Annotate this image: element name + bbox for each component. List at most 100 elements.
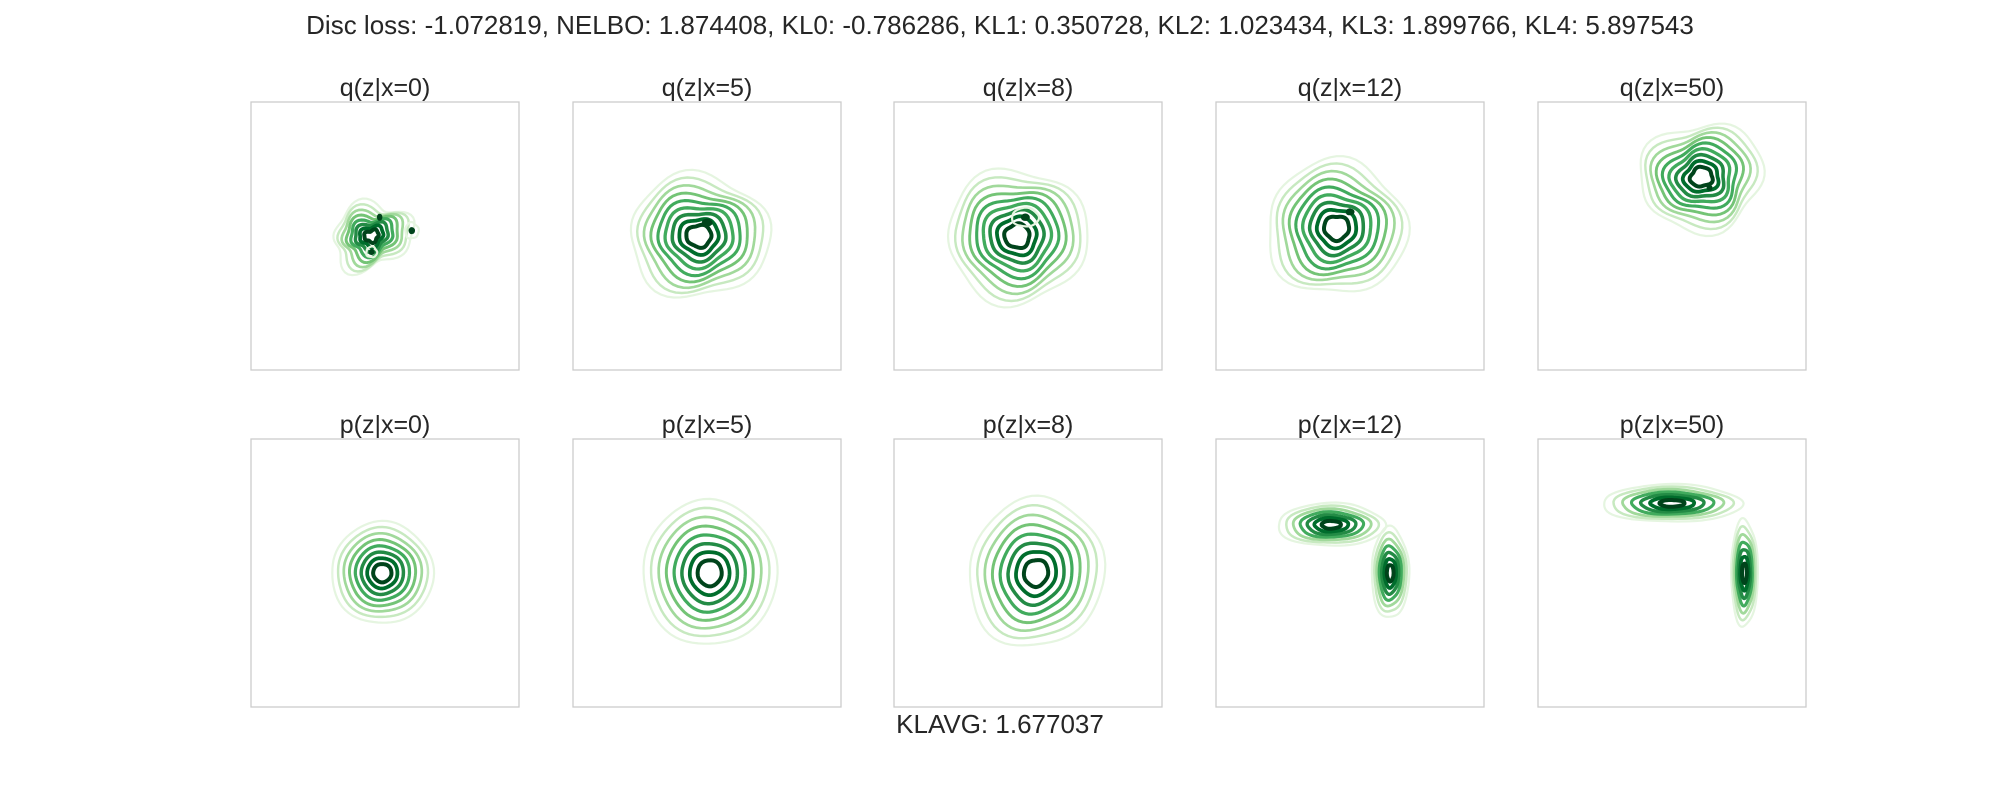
contour-0-5 <box>981 201 1054 273</box>
contour-0-0 <box>332 197 416 277</box>
contour-0-5 <box>1648 495 1697 512</box>
contour-1-6 <box>1384 563 1396 584</box>
contour-0-0 <box>1603 482 1745 523</box>
contour-1-4 <box>1379 550 1401 596</box>
panel-frame <box>893 438 1163 708</box>
contour-0-6 <box>365 556 400 591</box>
contour-0-5 <box>1006 541 1066 608</box>
contour-1-1 <box>368 249 375 255</box>
panel-title: q(z|x=8) <box>983 74 1074 102</box>
contour-2-1 <box>408 227 415 235</box>
panel-q-4: q(z|x=50) <box>1537 74 1807 371</box>
contour-0-0 <box>1269 155 1411 293</box>
contour-0-0 <box>968 494 1107 647</box>
contour-0-0 <box>1639 122 1766 238</box>
contour-0-7 <box>695 558 724 589</box>
contour-1-1 <box>1373 531 1408 613</box>
contour-0-0 <box>1277 501 1388 547</box>
contour-0-3 <box>990 523 1082 625</box>
contour-0-6 <box>1657 498 1687 509</box>
contour-1-0 <box>365 245 379 259</box>
contour-0-3 <box>348 538 418 608</box>
panel-frame <box>1215 101 1485 371</box>
panel-title: p(z|x=50) <box>1620 411 1724 439</box>
contour-1-0 <box>1729 516 1760 628</box>
contour-0-6 <box>687 550 732 597</box>
contour-0-7 <box>1680 158 1721 194</box>
contour-0-5 <box>663 206 735 271</box>
contour-0-0 <box>642 497 779 645</box>
contour-0-4 <box>656 199 742 278</box>
contour-0-6 <box>358 223 386 250</box>
contour-0-6 <box>1014 550 1058 599</box>
panel-title: p(z|x=0) <box>340 411 431 439</box>
panel-q-3: q(z|x=12) <box>1215 74 1485 371</box>
contour-0-2 <box>1621 487 1726 518</box>
contour-0-4 <box>353 544 412 602</box>
contour-0-0 <box>629 168 773 299</box>
contour-0-4 <box>1305 513 1358 537</box>
contour-0-1 <box>1285 504 1381 544</box>
panel-title: p(z|x=8) <box>983 411 1074 439</box>
panel-title: q(z|x=0) <box>340 74 431 102</box>
contour-0-2 <box>657 515 763 630</box>
contour-0-1 <box>635 176 765 295</box>
panel-p-2: p(z|x=8) <box>893 411 1163 708</box>
contour-0-3 <box>968 191 1068 288</box>
contour-0-6 <box>1307 200 1366 258</box>
contour-0-2 <box>642 184 757 290</box>
contour-0-4 <box>975 196 1061 281</box>
contour-0-2 <box>1281 169 1396 282</box>
contour-0-1 <box>976 503 1099 640</box>
panel-frame <box>572 438 842 708</box>
contour-0-7 <box>362 227 381 245</box>
contour-0-0 <box>946 167 1089 309</box>
contour-0-6 <box>988 207 1046 265</box>
panel-p-4: p(z|x=50) <box>1537 411 1807 708</box>
panel-title: p(z|x=12) <box>1298 411 1402 439</box>
contour-1-0 <box>1706 184 1713 191</box>
contour-0-5 <box>1312 516 1351 534</box>
contour-0-5 <box>353 220 390 255</box>
panel-p-3: p(z|x=12) <box>1215 411 1485 708</box>
panel-q-0: q(z|x=0) <box>250 74 520 371</box>
contour-0-4 <box>1638 493 1706 514</box>
panel-frame <box>1537 438 1807 708</box>
contour-1-0 <box>1010 206 1041 228</box>
panel-title: q(z|x=12) <box>1298 74 1402 102</box>
contour-0-7 <box>371 562 394 585</box>
contour-0-3 <box>1287 177 1388 277</box>
panel-frame <box>1537 101 1807 371</box>
contour-0-1 <box>336 525 430 619</box>
contour-0-5 <box>1667 147 1732 204</box>
contour-0-4 <box>1294 185 1381 271</box>
contour-0-1 <box>1644 126 1759 231</box>
contour-0-1 <box>336 203 410 273</box>
panel-p-0: p(z|x=0) <box>250 411 520 708</box>
contour-1-1 <box>1731 525 1758 622</box>
contour-1-0 <box>1370 524 1411 618</box>
contour-0-4 <box>1660 141 1739 210</box>
contour-1-2 <box>1733 533 1756 615</box>
panel-frame <box>1215 438 1485 708</box>
contour-0-6 <box>670 211 728 264</box>
contour-1-0 <box>701 218 713 227</box>
contour-1-6 <box>1740 561 1749 586</box>
contour-1-3 <box>1734 540 1754 608</box>
contour-3-0 <box>376 213 383 221</box>
contour-0-5 <box>680 541 740 606</box>
contour-1-0 <box>1345 208 1355 216</box>
panel-q-1: q(z|x=5) <box>572 74 842 371</box>
panel-title: q(z|x=50) <box>1620 74 1724 102</box>
contour-0-8 <box>1322 214 1352 244</box>
panel-title: p(z|x=5) <box>662 411 753 439</box>
contour-0-5 <box>359 550 406 597</box>
contour-0-3 <box>1298 510 1366 539</box>
contour-1-3 <box>1377 544 1403 602</box>
contour-1-1 <box>1021 213 1030 221</box>
contour-0-8 <box>1687 164 1715 189</box>
contour-0-2 <box>983 513 1090 633</box>
figure-suptitle: Disc loss: -1.072819, NELBO: 1.874408, K… <box>306 10 1694 40</box>
